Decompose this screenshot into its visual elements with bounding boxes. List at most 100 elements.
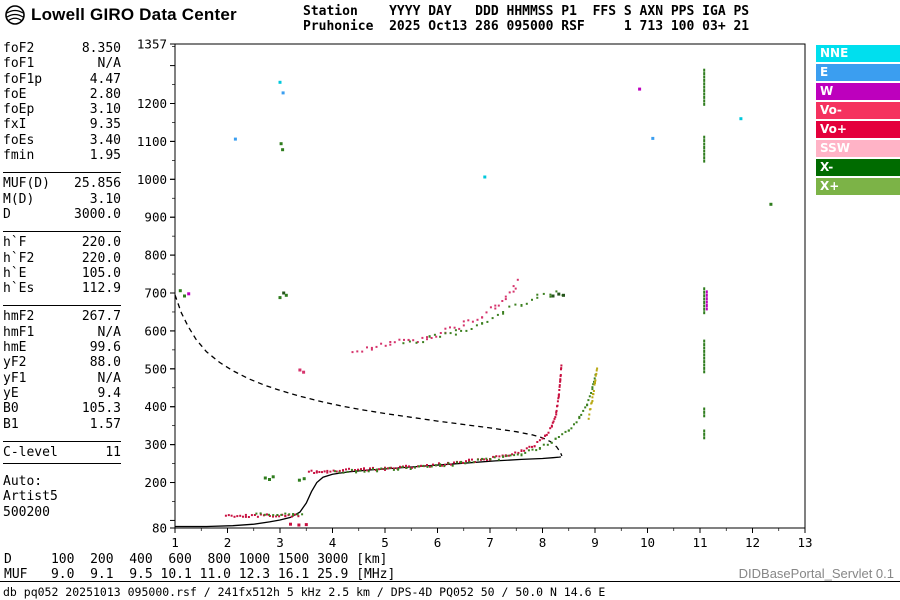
parameter-value: 88.0 [89,355,121,371]
true-height-profile [175,456,561,528]
parameter-row-md: M(D) 3.10 [3,192,121,207]
parameter-value: N/A [97,370,121,386]
parameter-row-hmf2: hmF2 267.7 [3,309,121,324]
parameter-group: foF2 8.350 foF1 N/A foF1p 4.47 foE 2.80 foEp 3.10… [3,40,121,165]
y-tick-label: 800 [144,248,167,263]
legend-item-x-: X- [816,159,900,176]
parameter-row-hf2: h`F2 220.0 [3,251,121,266]
parameter-value: N/A [97,324,121,340]
status-text: db pq052 20251013 095000.rsf / 241fx512h… [3,585,606,599]
servlet-version: DIDBasePortal_Servlet 0.1 [738,566,894,581]
parameter-label: h`E [3,265,27,281]
y-tick-label: 1100 [137,134,167,149]
y-tick-label: 200 [144,475,167,490]
parameter-row-fof1p: foF1p 4.47 [3,72,121,87]
second-hop-trace-o [351,278,519,354]
legend-item-vo-: Vo- [816,102,900,119]
parameter-value: 112.9 [81,281,121,297]
parameter-value: 8.350 [81,41,121,56]
echo-legend: NNE E W Vo- Vo+ SSW X- X+ [816,45,900,197]
parameter-row-b1: B1 1.57 [3,417,121,432]
station-header: Station YYYY DAY DDD HHMMSS P1 FFS S AXN… [303,4,749,34]
rfi-strips [703,68,708,440]
legend-item-x-: X+ [816,178,900,195]
parameter-label: foE [3,86,27,102]
parameter-label: hmF1 [3,324,35,340]
parameter-row-foe: foE 2.80 [3,87,121,102]
parameter-row-b0: B0 105.3 [3,401,121,416]
parameter-text-line: 500200 [3,504,50,520]
parameter-row-hme: hmE 99.6 [3,340,121,355]
x-tick-label: 12 [745,535,760,550]
x-tick-label: 7 [486,535,494,550]
parameter-label: B0 [3,401,19,417]
parameter-label: C-level [3,444,58,460]
f-trace-o [307,364,563,474]
parameter-label: hmF2 [3,309,35,325]
parameter-label: fxI [3,117,27,133]
y-tick-label: 400 [144,399,167,414]
parameter-row-foep: foEp 3.10 [3,102,121,117]
parameter-row-fxi: fxI 9.35 [3,117,121,132]
parameter-row-mufd: MUF(D) 25.856 [3,176,121,191]
parameter-row-yf1: yF1 N/A [3,371,121,386]
parameter-value: 1.57 [89,416,121,432]
parameter-group: Auto: Artist5 500200 [3,471,121,522]
y-tick-label: 80 [152,521,167,536]
parameter-row-he: h`E 105.0 [3,266,121,281]
parameter-label: h`F [3,235,27,251]
status-bar: db pq052 20251013 095000.rsf / 241fx512h… [0,581,900,600]
x-tick-label: 10 [640,535,655,550]
parameter-panel: foF2 8.350 foF1 N/A foF1p 4.47 foE 2.80 foEp 3.10… [3,40,121,522]
legend-item-w: W [816,83,900,100]
parameter-label: foF2 [3,41,35,56]
d-muf-table: D 100 200 400 600 800 1000 1500 3000 [km… [4,552,395,582]
parameter-label: B1 [3,416,19,432]
parameter-row-hf: h`F 220.0 [3,235,121,250]
parameter-row-hes: h`Es 112.9 [3,281,121,296]
parameter-label: yF1 [3,370,27,386]
parameter-value: 220.0 [81,250,121,266]
y-tick-label: 600 [144,323,167,338]
legend-item-vo-: Vo+ [816,121,900,138]
parameter-row-clevel: C-level 11 [3,445,121,460]
d-row: D 100 200 400 600 800 1000 1500 3000 [km… [4,552,388,567]
x-tick-label: 4 [329,535,337,550]
legend-item-ssw: SSW [816,140,900,157]
y-tick-label: 1000 [137,172,167,187]
x-tick-label: 2 [224,535,232,550]
parameter-value: 1.95 [89,148,121,164]
parameter-label: fmin [3,148,35,164]
station-header-line2: Pruhonice 2025 Oct13 286 095000 RSF 1 71… [303,19,750,34]
parameter-value: 267.7 [81,309,121,325]
x-tick-label: 1 [171,535,179,550]
x-tick-label: 3 [276,535,284,550]
x-tick-label: 11 [692,535,707,550]
parameter-label: h`F2 [3,250,35,266]
parameter-text-line: Auto: [3,474,43,490]
parameter-value: 3.10 [89,102,121,118]
parameter-row-fof1: foF1 N/A [3,56,121,71]
parameter-row-yf2: yF2 88.0 [3,355,121,370]
parameter-value: 105.0 [81,265,121,281]
parameter-label: MUF(D) [3,176,50,192]
parameter-label: D [3,206,11,222]
brand-title: Lowell GIRO Data Center [31,5,237,24]
legend-item-e: E [816,64,900,81]
x-tick-label: 6 [434,535,442,550]
y-tick-label: 1200 [137,96,167,111]
parameter-label: yF2 [3,355,27,371]
parameter-value: 4.47 [89,71,121,87]
parameter-group: h`F 220.0 h`F2 220.0 h`E 105.0 h`Es 112.9 [3,231,121,298]
parameter-text-line: Artist5 [3,489,58,505]
giro-logo-icon [5,5,25,25]
parameter-row-foes: foEs 3.40 [3,133,121,148]
station-header-line1: Station YYYY DAY DDD HHMMSS P1 FFS S AXN… [303,4,750,19]
parameter-value: 99.6 [89,340,121,356]
muf-transmission-curve [174,294,563,457]
parameter-row-ye: yE 9.4 [3,386,121,401]
parameter-group: C-level 11 [3,440,121,465]
parameter-row-d: D 3000.0 [3,207,121,222]
x-tick-label: 8 [539,535,547,550]
